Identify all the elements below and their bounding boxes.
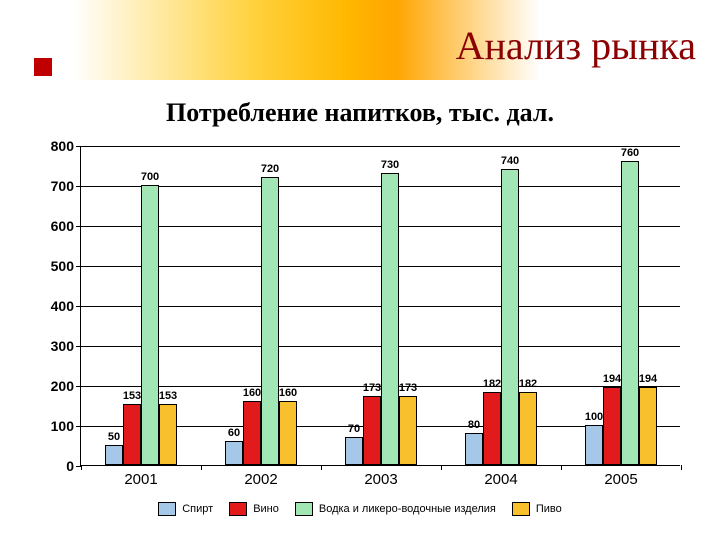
bar-group: 70 173 730 173: [321, 146, 441, 465]
legend-item: Пиво: [512, 502, 562, 516]
legend-swatch: [229, 502, 247, 516]
bar: [465, 433, 483, 465]
x-tick-label: 2004: [484, 471, 517, 488]
bar: [123, 404, 141, 465]
bar-value-label: 173: [363, 382, 381, 394]
x-tick-mark: [201, 465, 202, 470]
bar-value-label: 153: [159, 390, 177, 402]
legend-label: Водка и ликеро-водочные изделия: [319, 503, 496, 515]
bar-group: 80 182 740 182: [441, 146, 561, 465]
x-tick-mark: [561, 465, 562, 470]
y-axis: 0100200300400500600700800: [40, 146, 80, 466]
x-tick-label: 2002: [244, 471, 277, 488]
bar-value-label: 182: [483, 378, 501, 390]
bar-value-label: 173: [399, 382, 417, 394]
bar: [603, 387, 621, 465]
legend-label: Спирт: [182, 503, 213, 515]
y-tick-label: 100: [51, 418, 74, 434]
y-tick-label: 800: [51, 138, 74, 154]
x-tick-mark: [321, 465, 322, 470]
legend-label: Пиво: [536, 503, 562, 515]
bar: [345, 437, 363, 465]
bar-value-label: 740: [501, 155, 519, 167]
bar: [519, 392, 537, 465]
x-tick-label: 2003: [364, 471, 397, 488]
bar: [399, 396, 417, 465]
bar-value-label: 160: [243, 387, 261, 399]
y-tick-label: 200: [51, 378, 74, 394]
bar: [225, 441, 243, 465]
chart-subtitle: Потребление напитков, тыс. дал.: [0, 98, 720, 128]
bar-value-label: 100: [585, 411, 603, 423]
bar: [105, 445, 123, 465]
x-tick-label: 2001: [124, 471, 157, 488]
legend-swatch: [295, 502, 313, 516]
x-tick-mark: [441, 465, 442, 470]
legend-swatch: [512, 502, 530, 516]
bar-value-label: 153: [123, 390, 141, 402]
y-tick-label: 300: [51, 338, 74, 354]
y-tick-label: 500: [51, 258, 74, 274]
x-tick-label: 2005: [604, 471, 637, 488]
page-title: Анализ рынка: [456, 22, 696, 69]
y-tick-label: 600: [51, 218, 74, 234]
bar-value-label: 70: [348, 423, 360, 435]
y-tick-label: 0: [66, 458, 74, 474]
bar: [621, 161, 639, 465]
bar-value-label: 730: [381, 159, 399, 171]
bar-value-label: 80: [468, 419, 480, 431]
bar: [381, 173, 399, 465]
legend-item: Вино: [229, 502, 279, 516]
bar: [585, 425, 603, 465]
y-tick-label: 400: [51, 298, 74, 314]
accent-square: [34, 58, 52, 76]
plot-area: 5015370015320016016072016020027017373017…: [80, 146, 680, 466]
bar-value-label: 700: [141, 171, 159, 183]
legend-item: Спирт: [158, 502, 213, 516]
bar-group: 60 160 720 160: [201, 146, 321, 465]
legend-label: Вино: [253, 503, 279, 515]
bar: [639, 387, 657, 465]
x-tick-mark: [681, 465, 682, 470]
bar: [159, 404, 177, 465]
bar: [141, 185, 159, 465]
bar-group: 50 153 700 153: [81, 146, 201, 465]
bar-chart: 0100200300400500600700800 50153700153200…: [80, 146, 680, 466]
bar: [279, 401, 297, 465]
bar-value-label: 194: [639, 373, 657, 385]
bar-value-label: 182: [519, 378, 537, 390]
bar-value-label: 760: [621, 147, 639, 159]
bar-value-label: 194: [603, 373, 621, 385]
bar-value-label: 60: [228, 427, 240, 439]
bar: [243, 401, 261, 465]
legend-item: Водка и ликеро-водочные изделия: [295, 502, 496, 516]
bar-value-label: 720: [261, 163, 279, 175]
legend-swatch: [158, 502, 176, 516]
bar: [501, 169, 519, 465]
bar-value-label: 50: [108, 431, 120, 443]
bar: [483, 392, 501, 465]
bar: [261, 177, 279, 465]
legend: Спирт Вино Водка и ликеро-водочные изделия…: [0, 502, 720, 519]
bar-group: 100 194 760 194: [561, 146, 681, 465]
x-tick-mark: [81, 465, 82, 470]
bar-value-label: 160: [279, 387, 297, 399]
header-gradient: Анализ рынка: [0, 0, 720, 80]
y-tick-label: 700: [51, 178, 74, 194]
bar: [363, 396, 381, 465]
